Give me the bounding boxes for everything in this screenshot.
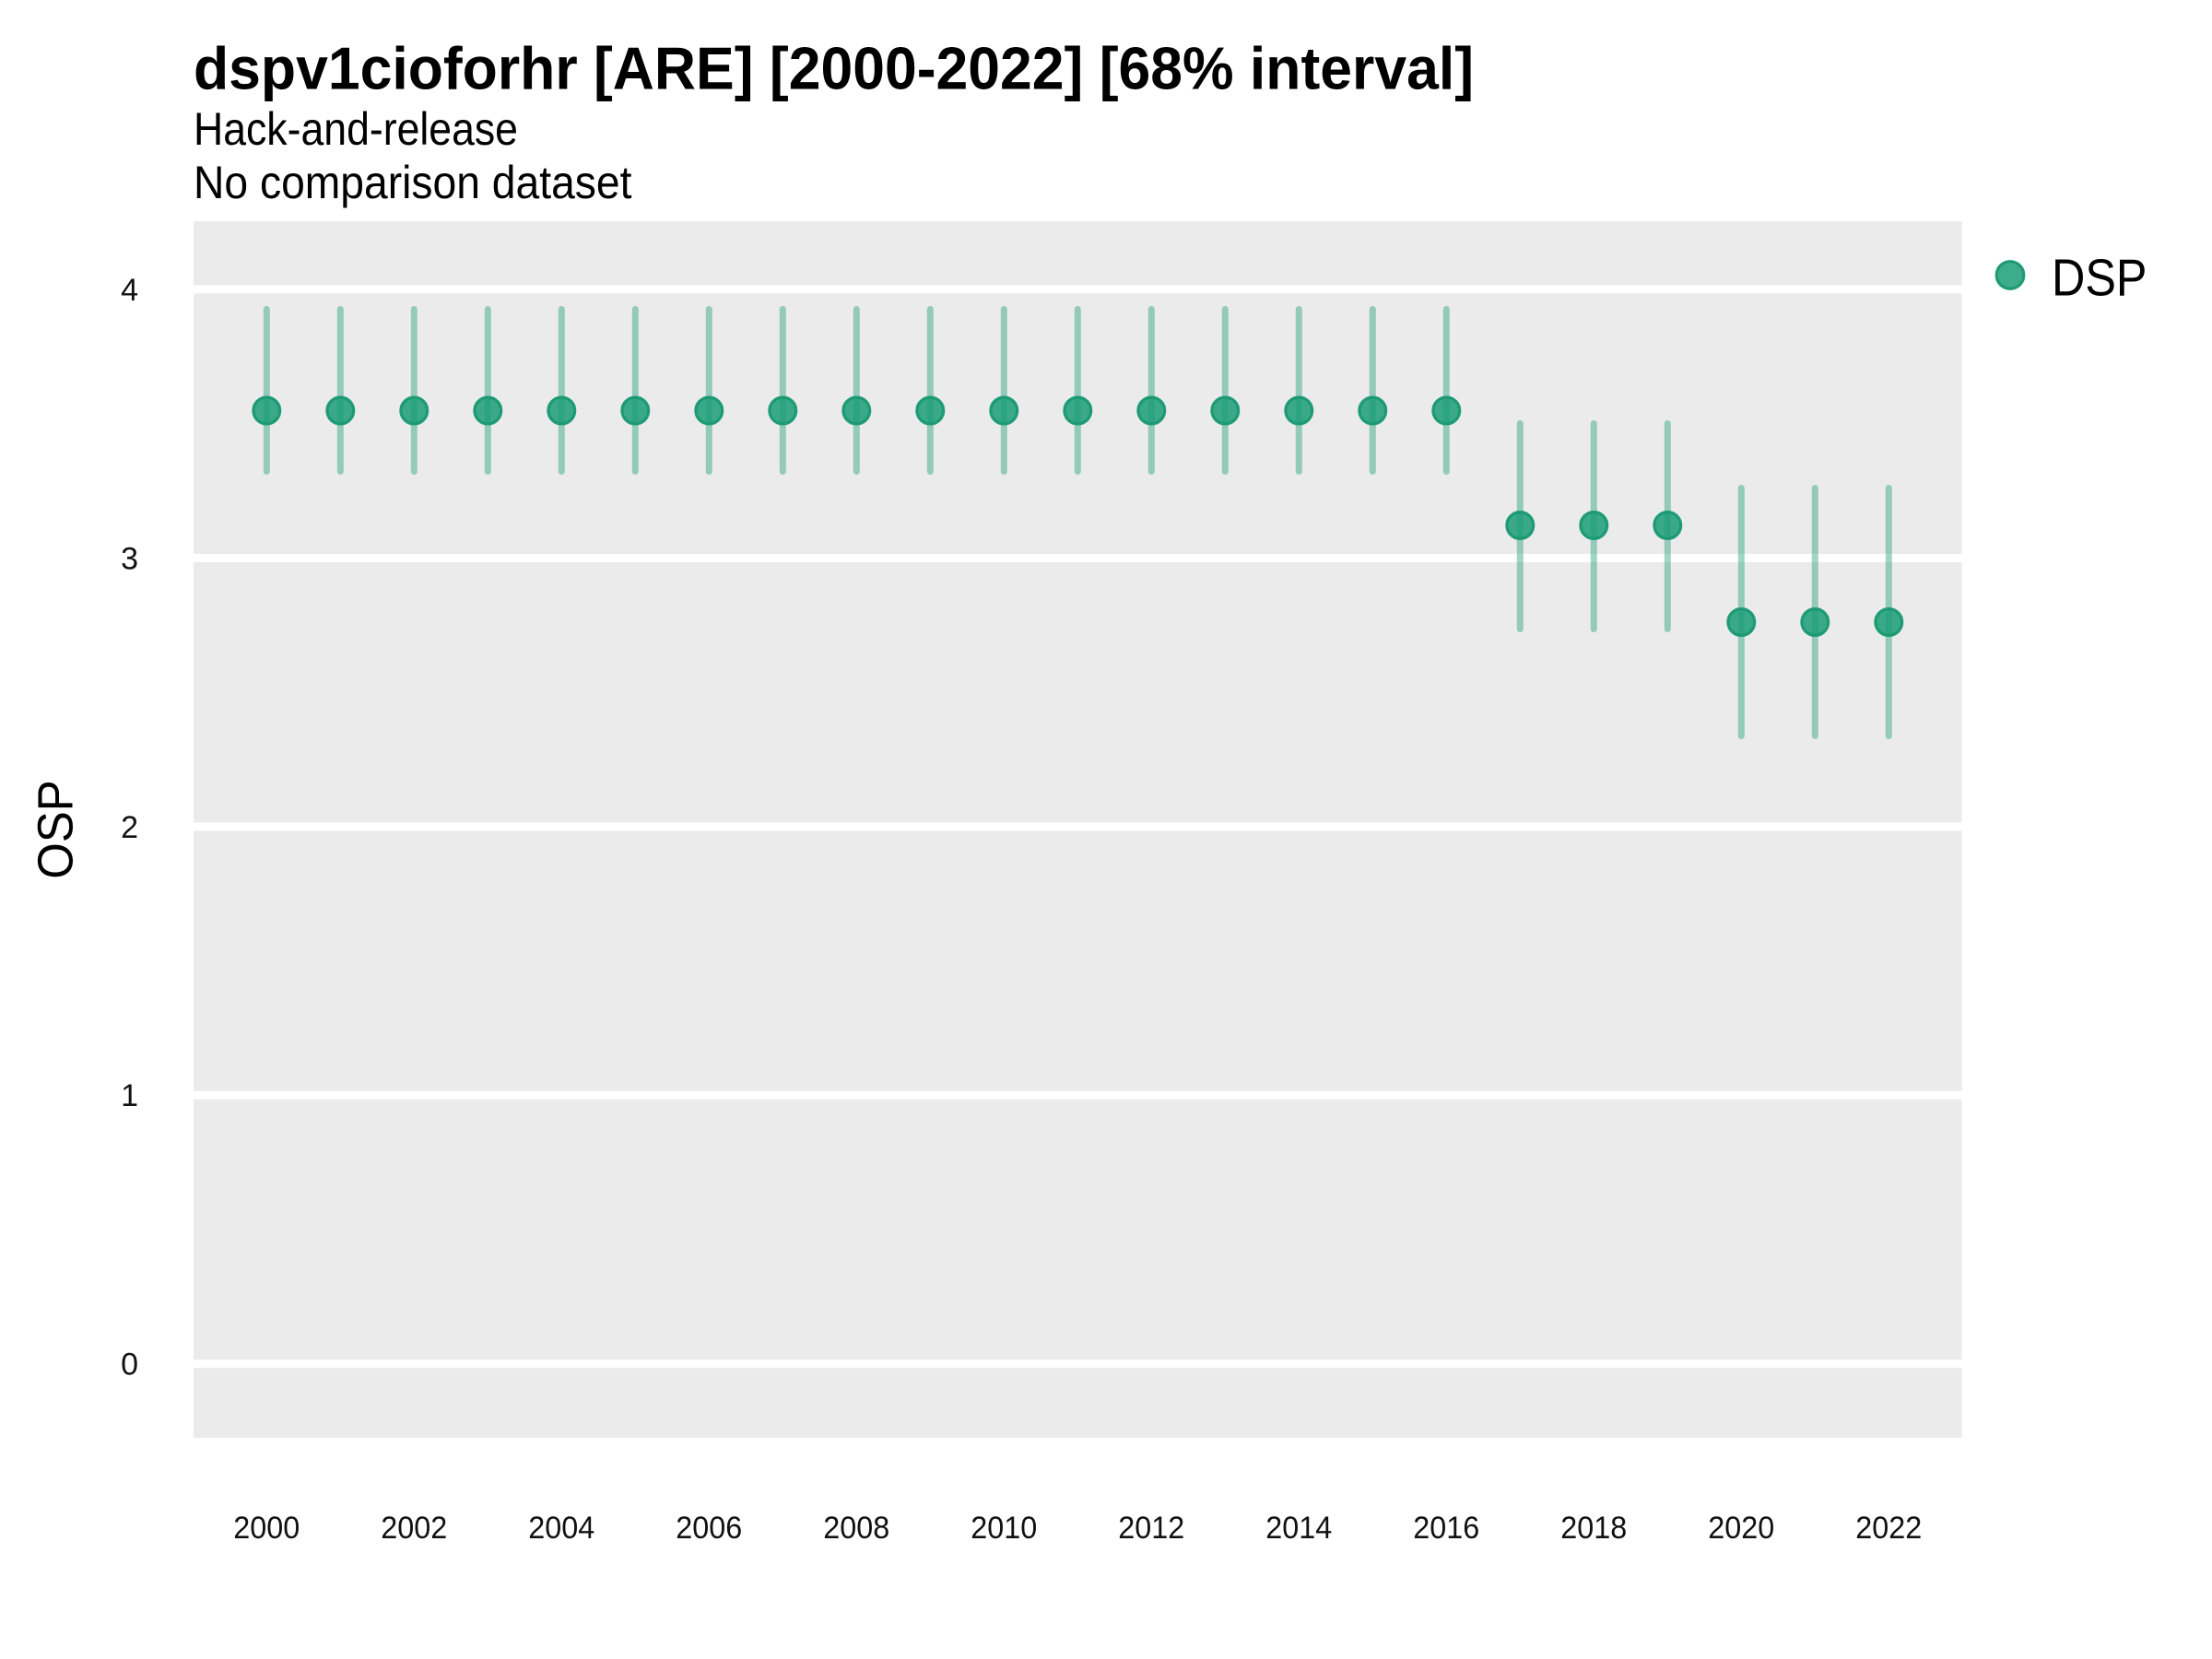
svg-text:2018: 2018 xyxy=(1560,1511,1627,1546)
svg-text:Hack-and-release: Hack-and-release xyxy=(194,103,518,155)
svg-text:No comparison dataset: No comparison dataset xyxy=(194,157,632,208)
svg-text:3: 3 xyxy=(121,541,138,576)
svg-text:2: 2 xyxy=(121,810,138,845)
svg-text:2000: 2000 xyxy=(233,1511,300,1546)
svg-text:2014: 2014 xyxy=(1265,1511,1332,1546)
svg-text:OSP: OSP xyxy=(28,780,83,879)
svg-text:0: 0 xyxy=(121,1347,138,1382)
svg-text:2010: 2010 xyxy=(971,1511,1037,1546)
svg-text:2012: 2012 xyxy=(1118,1511,1184,1546)
svg-text:4: 4 xyxy=(121,273,138,308)
svg-text:2004: 2004 xyxy=(528,1511,594,1546)
svg-text:2002: 2002 xyxy=(381,1511,447,1546)
svg-text:2006: 2006 xyxy=(676,1511,742,1546)
svg-text:2020: 2020 xyxy=(1708,1511,1774,1546)
svg-text:2022: 2022 xyxy=(1855,1511,1922,1546)
svg-text:1: 1 xyxy=(121,1078,138,1113)
svg-text:DSP: DSP xyxy=(2052,249,2147,307)
svg-text:2008: 2008 xyxy=(823,1511,889,1546)
svg-text:2016: 2016 xyxy=(1413,1511,1479,1546)
svg-text:dspv1cioforhr [ARE] [2000-2022: dspv1cioforhr [ARE] [2000-2022] [68% int… xyxy=(194,35,1474,102)
